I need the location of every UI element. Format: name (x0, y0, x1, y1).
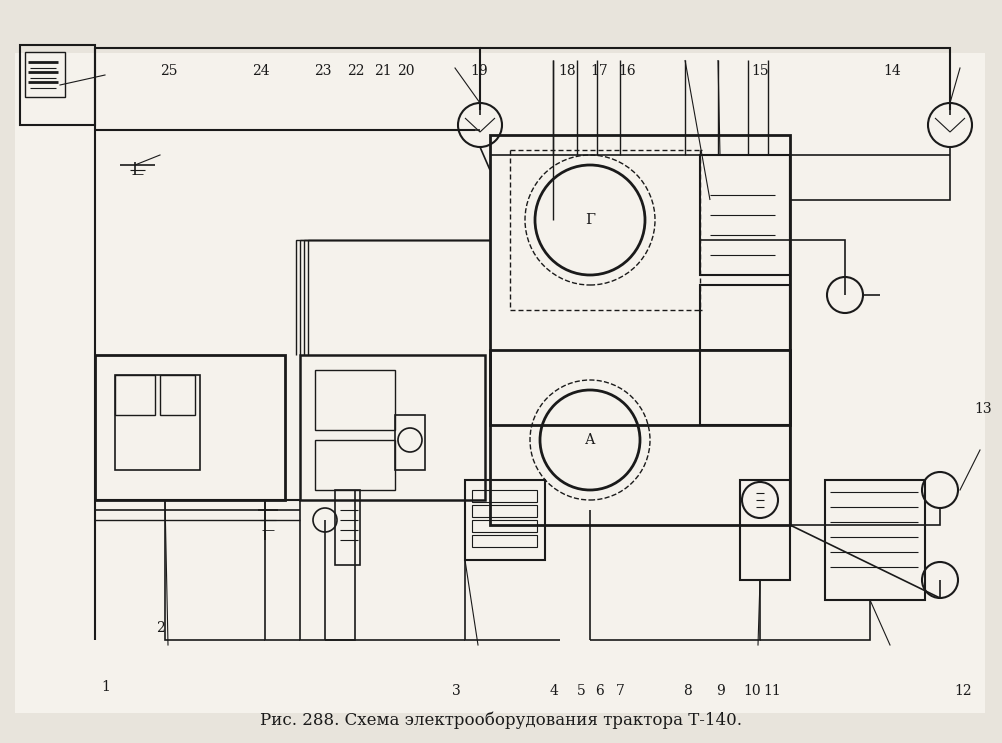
Bar (465, 480, 544, 560)
Text: 10: 10 (742, 684, 761, 698)
Text: 8: 8 (682, 684, 690, 698)
Bar (490, 350, 790, 525)
Text: 20: 20 (397, 64, 415, 77)
Bar (95, 355, 285, 500)
Bar (115, 375, 155, 415)
Text: А: А (584, 433, 594, 447)
Bar (395, 415, 425, 470)
Bar (115, 375, 199, 470)
Text: 12: 12 (953, 684, 971, 698)
Text: 6: 6 (595, 684, 603, 698)
Bar (315, 370, 395, 430)
Bar (739, 480, 790, 580)
Text: Г: Г (584, 213, 594, 227)
Text: 24: 24 (252, 64, 270, 77)
Text: 13: 13 (973, 402, 991, 415)
Bar (472, 505, 536, 517)
Bar (315, 440, 395, 490)
Text: 1: 1 (101, 681, 109, 694)
Text: 23: 23 (314, 64, 332, 77)
Bar (699, 285, 790, 425)
Bar (825, 480, 924, 600)
Bar (472, 490, 536, 502)
Bar (160, 375, 194, 415)
Text: 21: 21 (374, 64, 392, 77)
Bar (300, 355, 485, 500)
Bar (25, 52, 65, 97)
Text: 4: 4 (549, 684, 557, 698)
Bar (472, 520, 536, 532)
Text: 17: 17 (589, 64, 607, 77)
Text: 5: 5 (577, 684, 585, 698)
Text: Рис. 288. Схема электрооборудования трактора Т-140.: Рис. 288. Схема электрооборудования трак… (260, 711, 741, 729)
Text: 9: 9 (715, 684, 723, 698)
Bar (335, 490, 360, 565)
Bar (20, 45, 95, 125)
Bar (15, 53, 984, 713)
Bar (490, 135, 790, 425)
Text: 2: 2 (156, 621, 164, 635)
Text: 15: 15 (750, 64, 769, 77)
Text: 18: 18 (557, 64, 575, 77)
Text: 22: 22 (347, 64, 365, 77)
Text: 16: 16 (617, 64, 635, 77)
Bar (699, 155, 790, 275)
Text: 19: 19 (470, 64, 488, 77)
Text: 3: 3 (452, 684, 460, 698)
Text: 11: 11 (763, 684, 781, 698)
Text: 25: 25 (159, 64, 177, 77)
Text: 7: 7 (615, 684, 623, 698)
Bar (472, 535, 536, 547)
Text: 14: 14 (883, 64, 901, 77)
